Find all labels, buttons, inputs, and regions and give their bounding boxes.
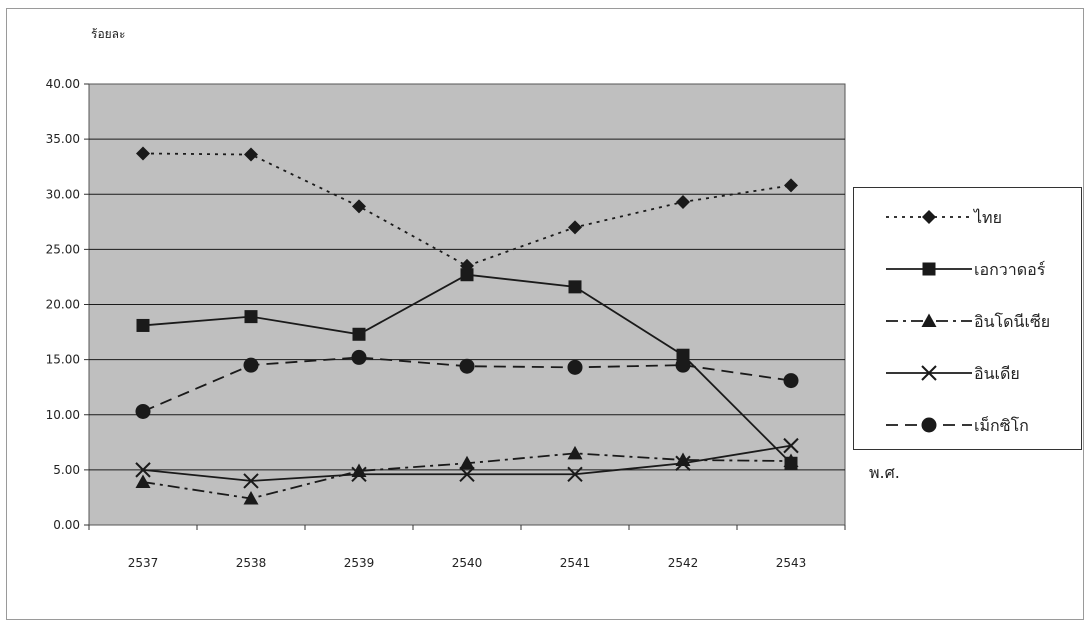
data-point: [243, 357, 259, 373]
axes: 0.00 5.00 10.00 15.00 20.00 25.00 30.00 35.00 40…: [46, 77, 846, 570]
legend-marker: [921, 417, 937, 433]
legend-label: อินโดนีเซีย: [974, 312, 1051, 331]
data-point: [244, 147, 258, 162]
data-point: [459, 455, 475, 470]
legend-item: อินเดีย: [854, 358, 1083, 388]
data-point: [459, 466, 475, 482]
legend-marker: [922, 210, 936, 224]
legend-label: เอกวาดอร์: [974, 260, 1046, 279]
data-point: [783, 453, 799, 468]
legend-item: เม็กซิโก: [854, 410, 1083, 440]
legend-marker: [922, 262, 936, 276]
legend-label: ไทย: [974, 208, 1002, 227]
data-point: [135, 462, 151, 478]
legend-swatch: [886, 417, 972, 433]
legend-swatch: [886, 210, 972, 224]
data-point: [567, 359, 583, 375]
data-point: [568, 280, 582, 294]
legend-marker: [921, 313, 937, 327]
y-tick-label: 25.00: [46, 242, 80, 256]
data-point: [784, 178, 798, 193]
y-tick-label: 20.00: [46, 298, 80, 312]
data-point: [244, 310, 258, 324]
data-point: [459, 358, 475, 374]
legend-swatch: [886, 262, 972, 276]
y-tick-label: 40.00: [46, 77, 80, 91]
legend-label: อินเดีย: [974, 364, 1020, 383]
y-axis-label: ร้อยละ: [91, 27, 126, 41]
x-tick-label: 2541: [560, 556, 591, 570]
y-tick-label: 15.00: [46, 353, 80, 367]
data-point: [135, 403, 151, 419]
data-point: [352, 327, 366, 341]
y-tick-label: 10.00: [46, 408, 80, 422]
series-lines: [135, 146, 799, 505]
y-tick-label: 0.00: [53, 518, 80, 532]
data-point: [351, 466, 367, 482]
data-point: [136, 146, 150, 161]
x-axis-label: พ.ศ.: [869, 463, 900, 482]
y-tick-label: 5.00: [53, 463, 80, 477]
series-5: [135, 349, 799, 419]
legend: ไทยเอกวาดอร์อินโดนีเซียอินเดียเม็กซิโก: [853, 187, 1082, 450]
legend-item: ไทย: [854, 202, 1083, 232]
data-point: [243, 473, 259, 489]
legend-swatch: [886, 365, 972, 381]
series-4: [135, 437, 799, 489]
series-1: [136, 146, 798, 273]
y-tick-label: 30.00: [46, 187, 80, 201]
data-point: [675, 357, 691, 373]
data-point: [675, 455, 691, 471]
data-point: [568, 220, 582, 235]
data-point: [783, 373, 799, 389]
legend-label: เม็กซิโก: [974, 416, 1029, 435]
x-tick-label: 2542: [668, 556, 699, 570]
data-point: [460, 268, 474, 282]
x-tick-label: 2537: [128, 556, 159, 570]
legend-swatch: [886, 313, 972, 327]
legend-marker: [921, 365, 937, 381]
data-point: [352, 199, 366, 214]
data-point: [567, 445, 583, 460]
x-tick-label: 2539: [344, 556, 375, 570]
legend-item: เอกวาดอร์: [854, 254, 1083, 284]
y-tick-label: 35.00: [46, 132, 80, 146]
data-point: [243, 491, 259, 505]
x-tick-label: 2540: [452, 556, 483, 570]
data-point: [783, 437, 799, 454]
data-point: [676, 194, 690, 209]
data-point: [136, 318, 150, 332]
data-point: [567, 466, 583, 482]
x-tick-label: 2538: [236, 556, 267, 570]
legend-item: อินโดนีเซีย: [854, 306, 1083, 336]
x-tick-label: 2543: [776, 556, 807, 570]
data-point: [351, 349, 367, 365]
data-point: [135, 474, 151, 489]
